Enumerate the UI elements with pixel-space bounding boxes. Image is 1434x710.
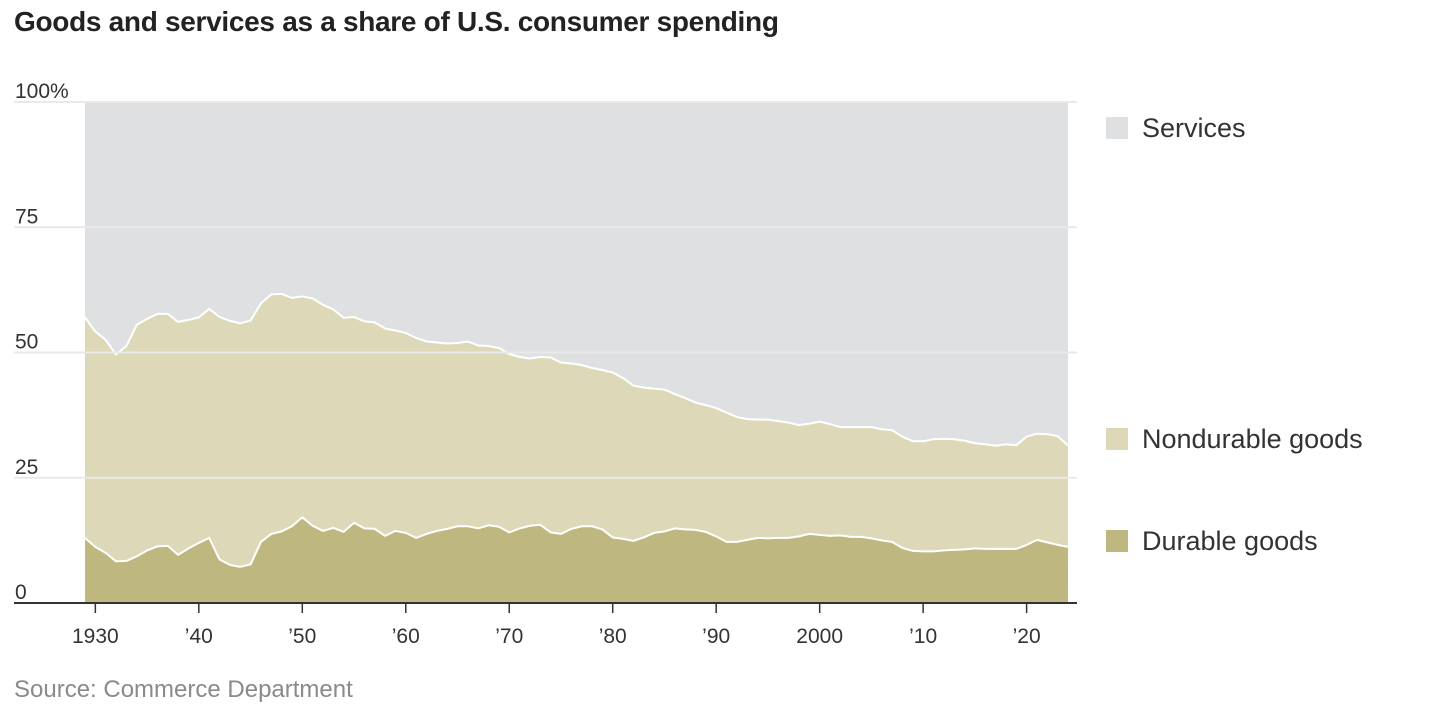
- gridlines: [14, 101, 1077, 479]
- y-tick-label: 0: [15, 581, 27, 604]
- x-tick-label: ’20: [1013, 625, 1041, 648]
- durable-goods-area: [85, 517, 1068, 603]
- x-tick-label: ’60: [392, 625, 420, 648]
- x-tick-label: ’10: [909, 625, 937, 648]
- x-tick-label: ’90: [702, 625, 730, 648]
- x-tick-label: ’40: [185, 625, 213, 648]
- legend-label: Durable goods: [1142, 526, 1318, 556]
- legend-durable-goods: Durable goods: [1106, 526, 1318, 556]
- legend-label: Services: [1142, 113, 1246, 143]
- y-axis-labels: 0 25 50 75 100%: [15, 80, 69, 604]
- chart-title: Goods and services as a share of U.S. co…: [14, 6, 779, 37]
- y-tick-label: 100%: [15, 80, 69, 103]
- legend-swatch: [1106, 117, 1128, 139]
- legend-services: Services: [1106, 113, 1246, 143]
- y-tick-label: 25: [15, 456, 38, 479]
- legend-nondurable-goods: Nondurable goods: [1106, 424, 1363, 454]
- x-axis: 1930 ’40 ’50 ’60 ’70 ’80 ’90 2000 ’10 ’20: [14, 602, 1077, 648]
- y-tick-label: 50: [15, 331, 38, 354]
- nondurable-goods-area: [85, 293, 1068, 603]
- source-note: Source: Commerce Department: [14, 676, 353, 703]
- durable-goods-line: [84, 515, 1069, 568]
- legend-swatch: [1106, 428, 1128, 450]
- x-tick-label: 1930: [72, 625, 119, 648]
- x-tick-label: ’70: [495, 625, 523, 648]
- legend-swatch: [1106, 530, 1128, 552]
- y-tick-label: 75: [15, 205, 38, 228]
- legend-label: Nondurable goods: [1142, 424, 1363, 454]
- x-tick-label: ’80: [599, 625, 627, 648]
- legend: Services Nondurable goods Durable goods: [1106, 113, 1363, 556]
- x-tick-label: 2000: [796, 625, 843, 648]
- nondurable-goods-line: [84, 292, 1069, 447]
- x-tick-label: ’50: [288, 625, 316, 648]
